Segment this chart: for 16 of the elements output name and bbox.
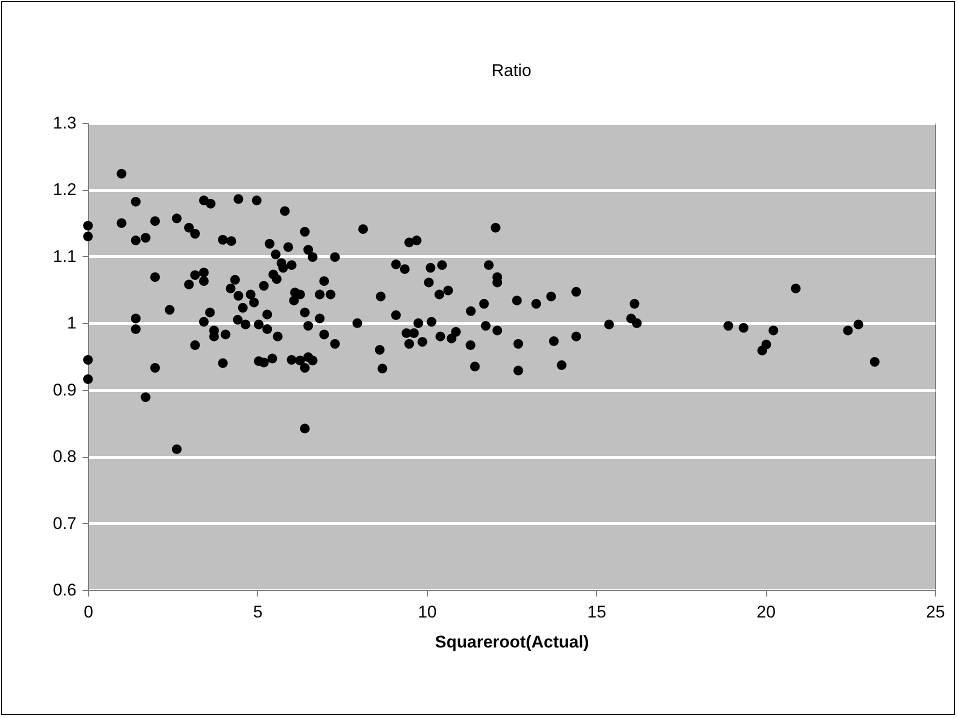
y-tick-label: 0.8 [52,447,76,466]
x-tick-label: 10 [418,602,437,622]
x-tick-label: 25 [926,602,945,622]
y-tick-label: 1.3 [52,114,76,132]
chart-title: Ratio [492,61,532,80]
x-tick-label: 5 [253,602,263,622]
x-tick-label: 20 [756,602,776,622]
y-tick-label: 1.2 [52,180,76,200]
y-tick-label: 0.9 [52,380,76,400]
y-tick-label: 1 [67,314,76,333]
x-axis-title: Squareroot(Actual) [435,632,589,652]
y-tick-label: 1.1 [52,246,76,266]
x-tick-label: 15 [587,602,606,622]
y-tick-label: 0.7 [52,514,76,533]
x-tick-label: 0 [84,602,94,622]
y-tick-label: 0.6 [52,580,76,600]
